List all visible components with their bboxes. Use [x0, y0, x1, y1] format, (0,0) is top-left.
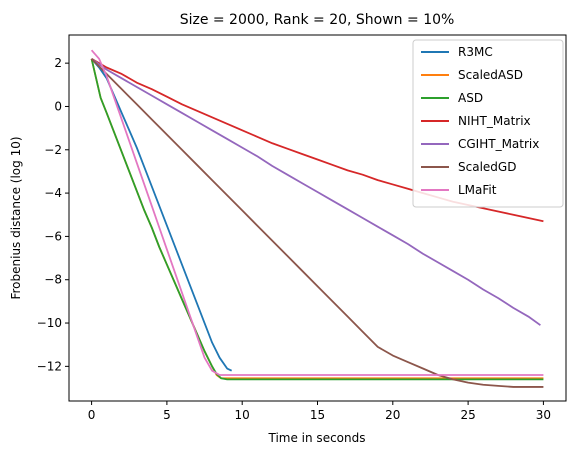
y-tick-label: 2 [54, 56, 62, 70]
x-tick-label: 25 [460, 408, 475, 422]
y-tick-label: −6 [44, 229, 62, 243]
y-tick-label: −4 [44, 186, 62, 200]
legend-label: LMaFit [458, 183, 497, 197]
series-line-asd [90, 58, 544, 381]
y-tick-label: −2 [44, 143, 62, 157]
legend-label: ScaledASD [458, 68, 523, 82]
x-tick-label: 30 [536, 408, 551, 422]
series-lines [90, 49, 544, 388]
x-tick-label: 20 [385, 408, 400, 422]
series-line-cgiht-matrix [91, 58, 541, 326]
x-tick-label: 0 [88, 408, 96, 422]
chart-title: Size = 2000, Rank = 20, Shown = 10% [180, 12, 455, 28]
axis-ticks: 0 5 10 15 20 25 30 −12 −10 −8 −6 −4 −2 0 2 [37, 56, 551, 422]
legend-label: ScaledGD [458, 160, 516, 174]
x-tick-label: 10 [235, 408, 250, 422]
legend-label: CGIHT_Matrix [458, 137, 539, 151]
x-tick-label: 5 [163, 408, 171, 422]
x-tick-label: 15 [310, 408, 325, 422]
legend-label: R3MC [458, 45, 493, 59]
y-tick-label: 0 [54, 99, 62, 113]
series-line-lmafit [90, 49, 544, 376]
legend: R3MC ScaledASD ASD NIHT_Matrix CGIHT_Matrix S… [412, 39, 564, 208]
series-line-scaledgd [90, 58, 544, 388]
y-tick-label: −12 [37, 359, 62, 373]
x-axis-label: Time in seconds [268, 431, 366, 445]
y-tick-label: −10 [37, 316, 62, 330]
y-tick-label: −8 [44, 273, 62, 287]
series-line-r3mc [90, 58, 233, 372]
legend-label: NIHT_Matrix [458, 114, 531, 128]
legend-box [412, 39, 564, 208]
y-axis-label: Frobenius distance (log 10) [9, 136, 23, 299]
plot-frame [68, 34, 567, 402]
legend-label: ASD [458, 91, 483, 105]
